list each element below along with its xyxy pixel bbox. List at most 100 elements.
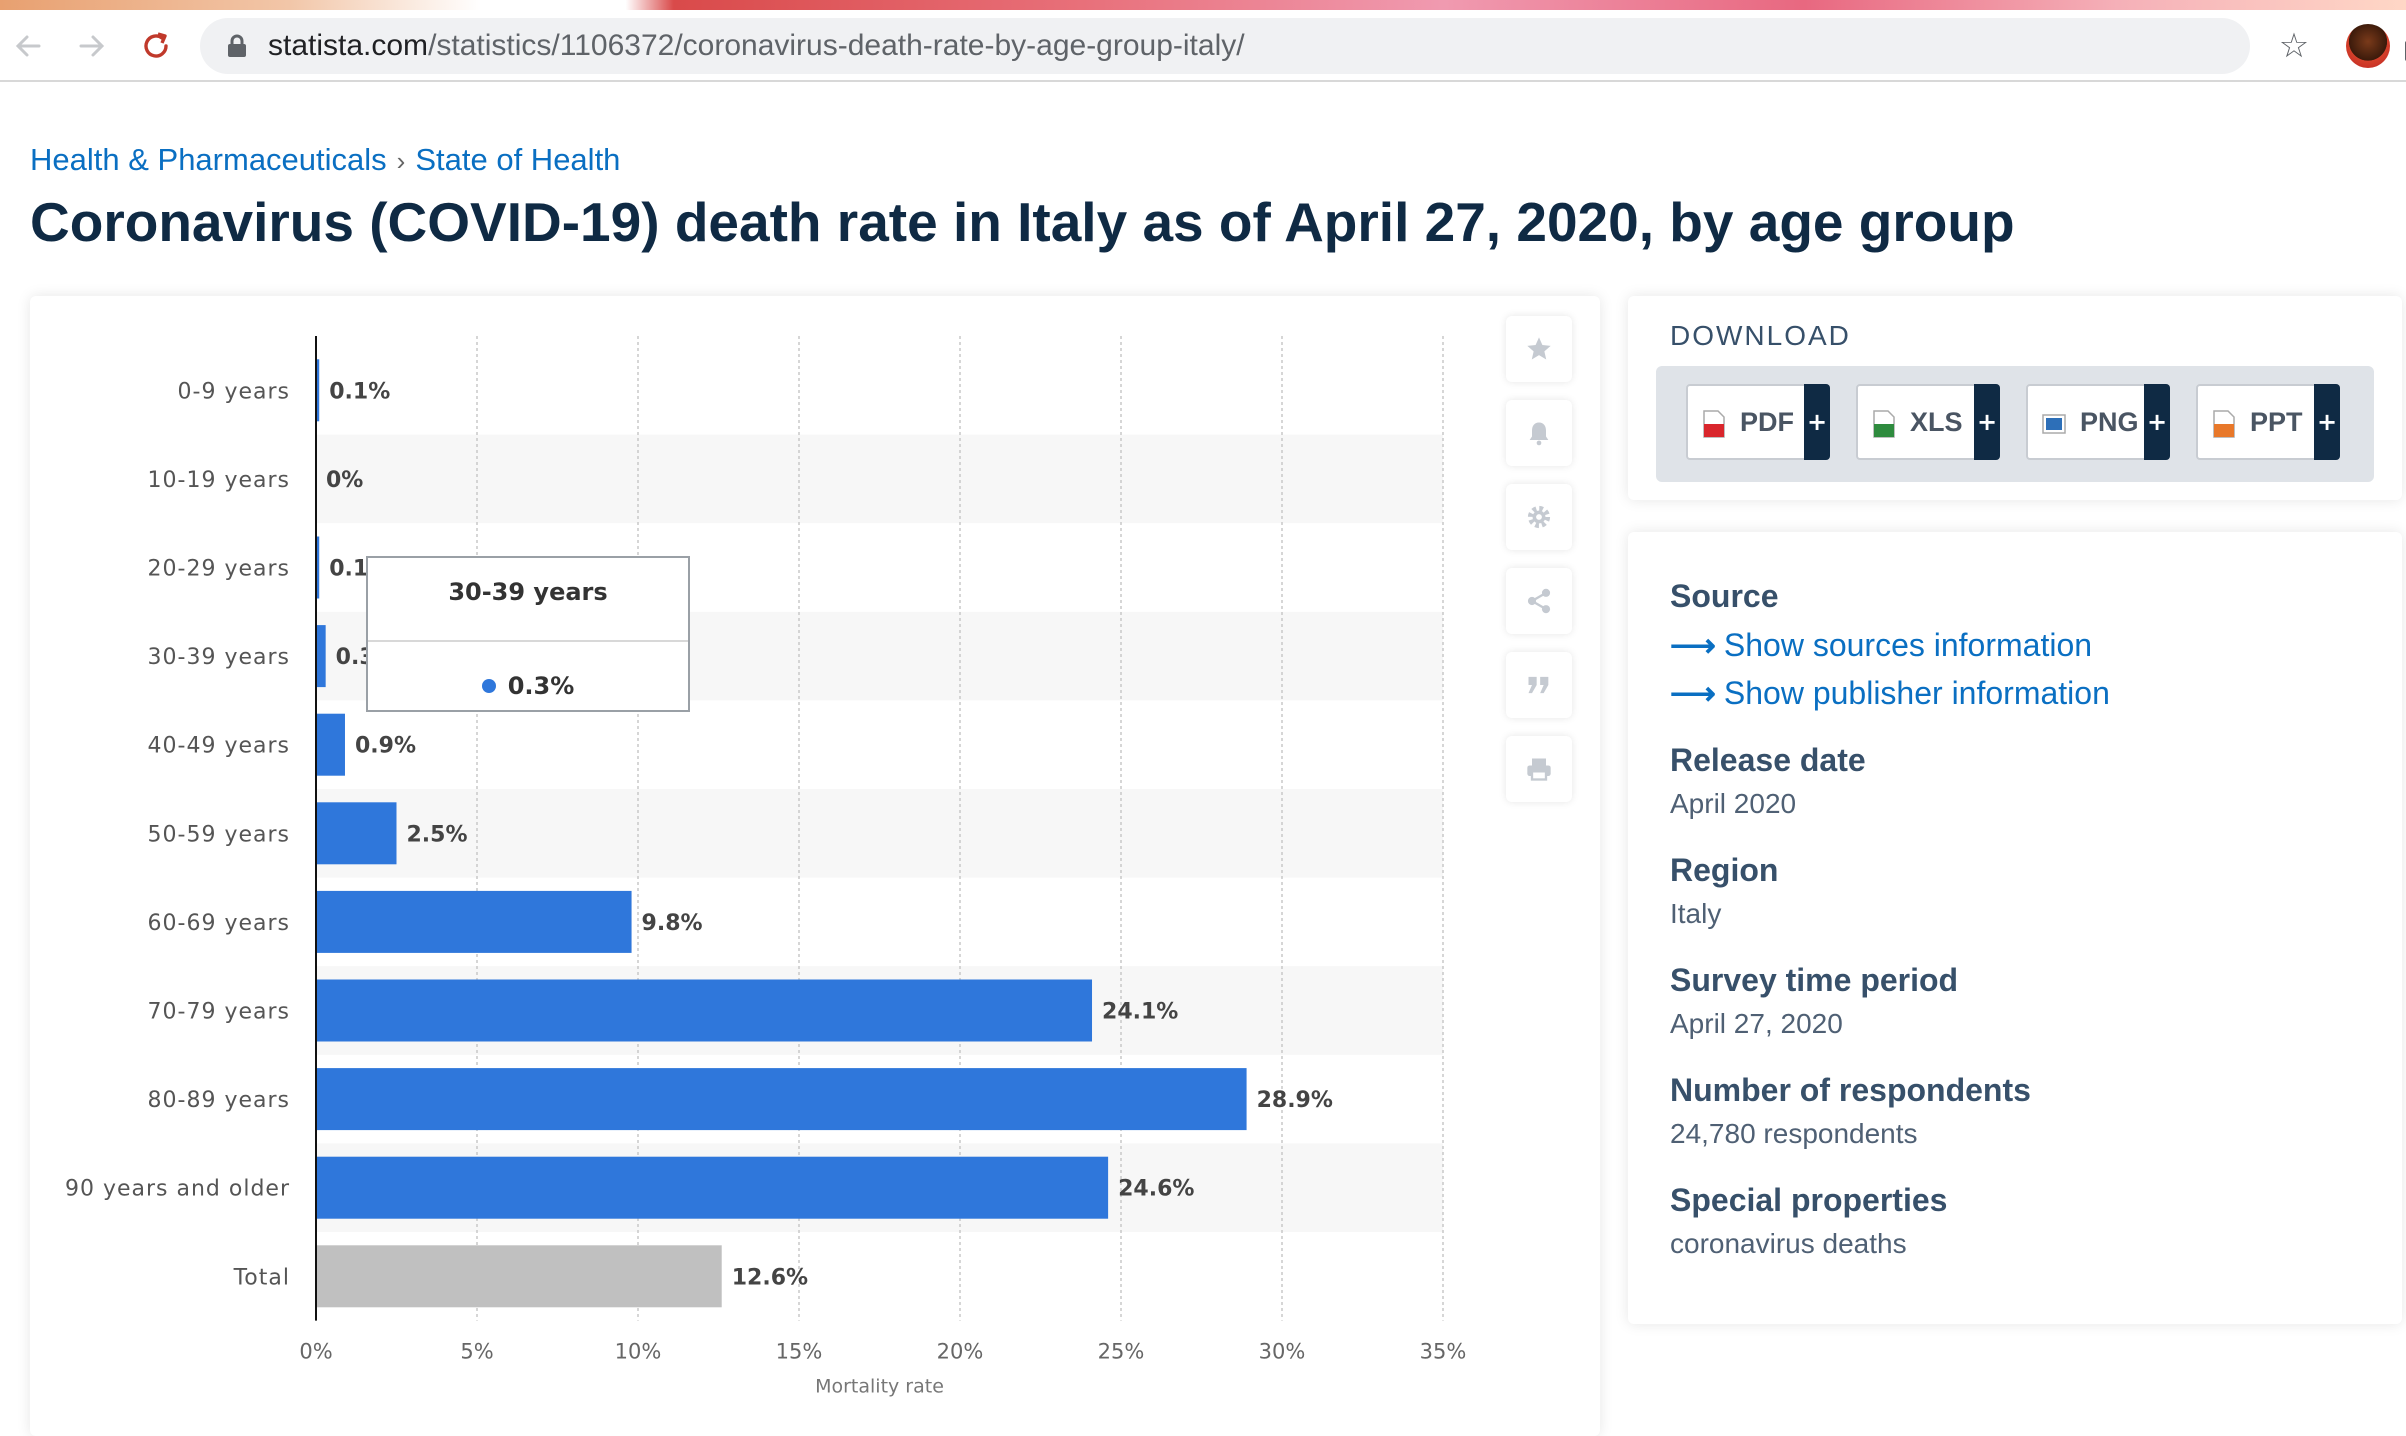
category-label: 50-59 years	[148, 822, 290, 847]
download-ppt-button[interactable]: PPT +	[2196, 384, 2340, 460]
forward-arrow-icon	[79, 35, 105, 57]
bar	[316, 979, 1093, 1042]
gear-icon	[1527, 505, 1551, 529]
total-bar	[316, 1245, 722, 1308]
share-button[interactable]	[1506, 568, 1572, 634]
category-label: Total	[233, 1265, 290, 1290]
reload-button[interactable]	[134, 24, 178, 68]
show-publisher-text: Show publisher information	[1723, 675, 2110, 711]
download-pdf-label: PDF	[1740, 407, 1794, 437]
reload-icon	[144, 32, 168, 58]
value-label: 24.6%	[1118, 1177, 1194, 1202]
download-xls-button[interactable]: XLS +	[1856, 384, 2000, 460]
respondents-value: 24,780 respondents	[1670, 1118, 1918, 1149]
value-label: 0.9%	[355, 734, 416, 759]
page-title: Coronavirus (COVID-19) death rate in Ita…	[30, 191, 2015, 253]
star-icon	[1527, 337, 1551, 360]
share-icon	[1527, 588, 1551, 614]
ppt-file-icon	[2213, 410, 2235, 438]
category-label: 10-19 years	[148, 468, 290, 493]
download-xls-plus[interactable]: +	[1974, 384, 2000, 460]
source-label: Source	[1670, 578, 1779, 614]
x-axis-title: Mortality rate	[815, 1376, 944, 1398]
url-text: statista.com/statistics/1106372/coronavi…	[268, 18, 1245, 74]
category-label: 70-79 years	[148, 1000, 290, 1025]
print-icon	[1527, 758, 1551, 781]
x-tick-label: 5%	[460, 1340, 493, 1364]
tooltip-value: 0.3%	[507, 672, 575, 700]
url-path: /statistics/1106372/coronavirus-death-ra…	[428, 29, 1245, 62]
browser-toolbar: statista.com/statistics/1106372/coronavi…	[0, 10, 2406, 82]
category-label: 0-9 years	[178, 379, 290, 404]
x-tick-label: 25%	[1098, 1340, 1145, 1364]
category-label: 30-39 years	[148, 645, 290, 670]
notification-button[interactable]	[1506, 400, 1572, 466]
download-xls-label: XLS	[1910, 407, 1963, 437]
bell-icon	[1529, 422, 1549, 446]
special-properties-label: Special properties	[1670, 1182, 1948, 1218]
value-label: 28.9%	[1257, 1088, 1333, 1113]
x-tick-label: 35%	[1420, 1340, 1467, 1364]
value-label: 0%	[326, 468, 363, 493]
bar	[316, 802, 397, 865]
row-band	[316, 789, 1443, 878]
download-png-button[interactable]: PNG +	[2026, 384, 2170, 460]
release-date-value: April 2020	[1670, 788, 1797, 819]
x-tick-label: 30%	[1259, 1340, 1306, 1364]
category-label: 90 years and older	[65, 1177, 290, 1202]
statistic-info-card: Source ⟶ Show sources information ⟶ Show p…	[1628, 532, 2402, 1324]
bar-chart: 0-9 years 0.1%10-19 years 0%20-29 years 0.1…	[65, 336, 1467, 1398]
profile-avatar[interactable]	[2346, 24, 2390, 68]
respondents-label: Number of respondents	[1670, 1072, 2031, 1108]
show-publisher-link[interactable]: ⟶ Show publisher information	[1670, 674, 2110, 712]
bar	[316, 359, 320, 422]
png-icon-band	[2046, 418, 2062, 430]
row-band	[316, 434, 1443, 524]
arrow-right-icon: ⟶	[1670, 627, 1716, 663]
value-label: 2.5%	[407, 822, 468, 847]
favorite-button[interactable]	[1506, 316, 1572, 382]
download-ppt-plus[interactable]: +	[2314, 384, 2340, 460]
x-tick-label: 10%	[615, 1340, 662, 1364]
chart-tooltip: 30-39 years 0.3%	[366, 556, 690, 712]
address-bar[interactable]: statista.com/statistics/1106372/coronavi…	[200, 18, 2406, 74]
download-tray: PDF + XLS + PNG + PPT +	[1656, 366, 2374, 482]
region-value: Italy	[1670, 898, 1722, 929]
value-label: 12.6%	[732, 1265, 808, 1290]
arrow-right-icon: ⟶	[1670, 675, 1716, 711]
show-sources-text: Show sources information	[1723, 627, 2093, 663]
download-title: DOWNLOAD	[1670, 320, 1851, 351]
back-arrow-icon	[15, 35, 41, 57]
breadcrumb-health-pharma[interactable]: Health & Pharmaceuticals	[30, 142, 387, 177]
bar	[316, 1156, 1109, 1219]
forward-button[interactable]	[70, 24, 114, 68]
show-sources-link[interactable]: ⟶ Show sources information	[1670, 626, 2092, 664]
cite-button[interactable]	[1506, 652, 1572, 718]
tooltip-title: 30-39 years	[448, 578, 608, 606]
region-label: Region	[1670, 852, 1779, 888]
back-button[interactable]	[6, 24, 50, 68]
pdf-icon-band	[1704, 424, 1724, 437]
download-pdf-button[interactable]: PDF +	[1686, 384, 1830, 460]
breadcrumb-state-of-health[interactable]: State of Health	[415, 142, 621, 177]
x-tick-label: 0%	[299, 1340, 332, 1364]
browser-tab-strip	[0, 0, 2406, 10]
download-ppt-label: PPT	[2250, 407, 2303, 437]
download-pdf-plus[interactable]: +	[1804, 384, 1830, 460]
category-label: 20-29 years	[148, 557, 290, 582]
bookmark-star-icon[interactable]: ☆	[2278, 26, 2310, 66]
survey-period-label: Survey time period	[1670, 962, 1959, 998]
ppt-icon-band	[2214, 424, 2234, 437]
bar	[316, 625, 326, 688]
xls-file-icon	[1873, 410, 1895, 438]
print-button[interactable]	[1506, 736, 1572, 802]
value-label: 9.8%	[642, 911, 703, 936]
category-label: 60-69 years	[148, 911, 290, 936]
settings-button[interactable]	[1506, 484, 1572, 550]
survey-period-value: April 27, 2020	[1670, 1008, 1843, 1039]
breadcrumb-separator: ›	[396, 146, 406, 176]
xls-icon-band	[1874, 424, 1894, 437]
chart-card: 0-9 years 0.1% 10-19 years 0% 20-29 years 0.1…	[30, 296, 1600, 1436]
category-label: 40-49 years	[148, 734, 290, 759]
download-png-plus[interactable]: +	[2144, 384, 2170, 460]
